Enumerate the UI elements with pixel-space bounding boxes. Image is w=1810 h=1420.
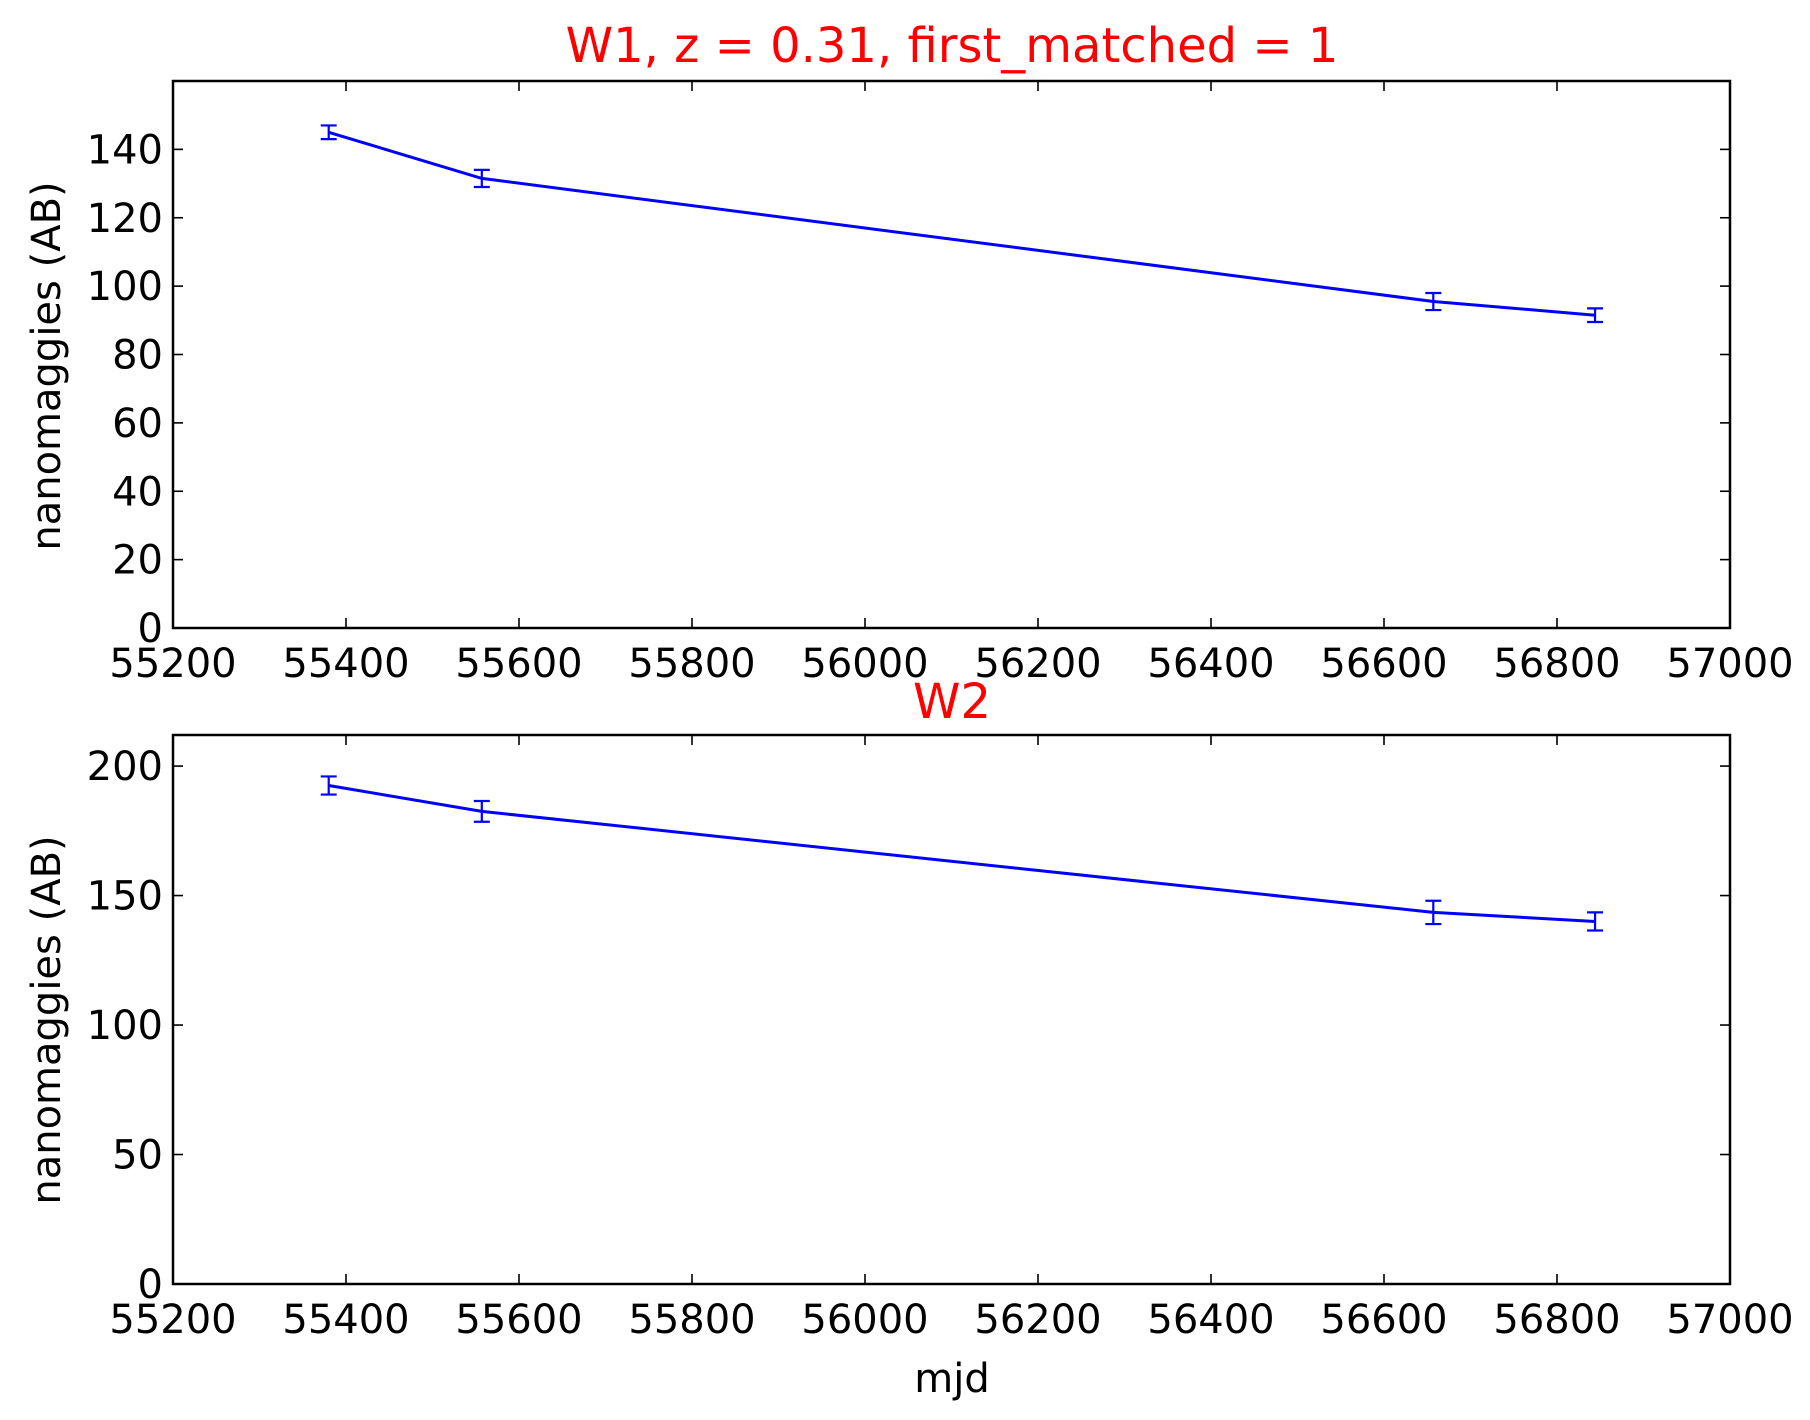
w1-y-axis-label: nanomaggies (AB) — [24, 181, 70, 550]
w1-error-bar — [1425, 291, 1442, 312]
w2-x-tick-label: 55600 — [455, 1297, 582, 1343]
w1-x-tick-label: 55800 — [628, 641, 755, 687]
w2-y-tick-label: 100 — [87, 1003, 163, 1049]
w2-title: W2 — [913, 674, 991, 730]
w2-x-axis-label: mjd — [914, 1356, 989, 1402]
w2-data — [320, 775, 1604, 932]
w1-y-tick-label: 80 — [112, 333, 163, 379]
w1-x-tick-label: 56400 — [1147, 641, 1274, 687]
w1-y-tick-label: 60 — [112, 401, 163, 447]
w2-y-tick-label: 150 — [87, 874, 163, 920]
w2-x-tick-label: 56400 — [1147, 1297, 1274, 1343]
w2-series-line — [328, 784, 1596, 923]
w2-error-bar — [320, 775, 337, 796]
w1-panel: W1, z = 0.31, first_matched = 1 nanomagg… — [24, 18, 1794, 687]
w2-error-bar — [1587, 911, 1604, 932]
w1-plot-frame — [171, 79, 1732, 630]
w2-x-tick-label: 55200 — [109, 1297, 236, 1343]
w1-series-line — [328, 130, 1596, 317]
w1-x-tick-label: 56600 — [1320, 641, 1447, 687]
w2-panel: W2 nanomaggies (AB) mjd 55200 55400 55600 5… — [24, 674, 1794, 1402]
w1-data — [320, 124, 1604, 324]
w1-error-bar — [1587, 307, 1604, 324]
w1-y-tick-label: 140 — [87, 127, 163, 173]
w1-y-tick-label: 20 — [112, 538, 163, 584]
w2-y-tick-label: 200 — [87, 744, 163, 790]
w1-error-bar — [473, 168, 490, 189]
w1-x-tick-label: 55600 — [455, 641, 582, 687]
w2-error-bar — [473, 799, 490, 823]
w2-x-tick-label: 56800 — [1493, 1297, 1620, 1343]
w1-x-tick-label: 56800 — [1493, 641, 1620, 687]
w2-y-axis-label: nanomaggies (AB) — [24, 835, 70, 1204]
w2-x-tick-label: 56200 — [974, 1297, 1101, 1343]
w1-y-tick-label: 120 — [87, 196, 163, 242]
w1-x-tick-label: 55400 — [282, 641, 409, 687]
w2-error-bar — [1425, 899, 1442, 926]
w1-y-tick-label: 40 — [112, 469, 163, 515]
w1-y-tick-label: 100 — [87, 264, 163, 310]
w2-y-tick-label: 0 — [138, 1262, 163, 1308]
w2-x-tick-label: 56000 — [801, 1297, 928, 1343]
w1-title: W1, z = 0.31, first_matched = 1 — [566, 18, 1339, 74]
w2-x-tick-label: 55800 — [628, 1297, 755, 1343]
w1-x-tick-label: 56000 — [801, 641, 928, 687]
w2-x-tick-label: 57000 — [1666, 1297, 1793, 1343]
w2-y-tick-label: 50 — [112, 1133, 163, 1179]
w1-y-tick-label: 0 — [138, 606, 163, 652]
w2-x-tick-label: 56600 — [1320, 1297, 1447, 1343]
w1-ticks: 55200 55400 55600 55800 56000 56200 56400 56600… — [87, 81, 1794, 687]
w1-x-tick-label: 56200 — [974, 641, 1101, 687]
w1-x-tick-label: 57000 — [1666, 641, 1793, 687]
w2-plot-frame — [171, 733, 1732, 1286]
w1-error-bar — [320, 124, 337, 141]
w1-x-tick-label: 55200 — [109, 641, 236, 687]
w2-x-tick-label: 55400 — [282, 1297, 409, 1343]
w2-ticks: 55200 55400 55600 55800 56000 56200 56400 56600… — [87, 735, 1794, 1343]
